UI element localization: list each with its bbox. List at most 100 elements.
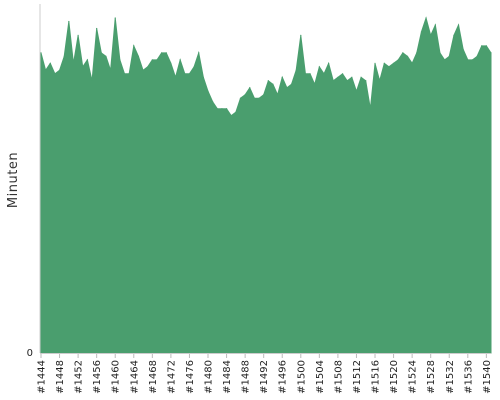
data-point — [444, 59, 446, 61]
data-point — [114, 17, 116, 19]
data-point — [355, 90, 358, 92]
data-point — [179, 59, 181, 61]
data-point — [207, 90, 209, 92]
data-point — [119, 59, 121, 61]
x-tick-label: #1444 — [37, 360, 48, 394]
data-point — [277, 94, 279, 96]
data-point — [105, 55, 107, 57]
data-point — [323, 73, 325, 75]
data-point — [309, 73, 311, 75]
data-point — [165, 52, 167, 54]
data-point — [397, 59, 399, 61]
x-tick-label: #1464 — [129, 360, 140, 394]
data-point — [123, 73, 126, 75]
plot-area — [40, 16, 492, 354]
data-point — [170, 62, 172, 64]
data-point — [198, 52, 200, 54]
x-tick-label: #1488 — [241, 360, 252, 394]
x-tick-label: #1500 — [296, 360, 307, 394]
data-point — [184, 73, 186, 75]
data-point — [272, 83, 274, 85]
data-point — [225, 108, 228, 110]
data-point — [188, 73, 191, 75]
x-tick-label: #1456 — [92, 360, 103, 394]
x-tick-label: #1508 — [333, 360, 344, 394]
x-tick-label: #1460 — [111, 360, 122, 394]
data-point — [314, 83, 316, 85]
data-point — [221, 108, 223, 110]
x-axis-ticks: #1444 #1448 #1452 #1456 #1460 #1464 #1468 #1472… — [37, 354, 493, 394]
x-tick-label: #1512 — [352, 360, 363, 394]
data-point — [300, 34, 302, 37]
data-point — [286, 87, 288, 89]
data-point — [96, 27, 98, 30]
data-point — [383, 62, 385, 64]
y-tick-label: 0 — [27, 348, 33, 359]
data-point — [448, 55, 450, 57]
data-point — [318, 66, 320, 68]
x-tick-label: #1452 — [74, 360, 85, 394]
data-point — [476, 55, 478, 57]
data-point — [249, 87, 251, 89]
data-point — [337, 76, 339, 78]
data-point — [341, 73, 344, 75]
data-point — [128, 73, 130, 75]
data-point — [379, 80, 381, 82]
data-point — [133, 45, 135, 47]
data-point — [420, 31, 423, 33]
x-tick-label: #1472 — [166, 360, 177, 394]
data-point — [45, 69, 47, 71]
data-point — [147, 66, 149, 68]
data-point — [72, 62, 75, 64]
data-point — [100, 52, 102, 54]
data-point — [406, 55, 409, 57]
series-area — [40, 16, 492, 354]
data-point — [174, 76, 177, 78]
data-point — [63, 55, 65, 57]
data-point — [258, 97, 260, 99]
data-point — [471, 59, 474, 61]
data-point — [346, 80, 348, 82]
y-axis-title: Minuten — [6, 152, 21, 208]
data-point — [332, 80, 334, 82]
data-point — [328, 62, 330, 64]
data-point — [351, 76, 353, 78]
x-tick-label: #1528 — [426, 360, 437, 394]
data-point — [388, 66, 390, 68]
x-tick-label: #1484 — [222, 360, 233, 394]
data-point — [137, 55, 140, 57]
data-point — [402, 52, 404, 54]
data-point — [68, 20, 70, 23]
y-axis-ticks: 0 — [27, 348, 33, 359]
data-point — [304, 73, 307, 75]
data-point — [40, 52, 42, 54]
data-point — [49, 62, 51, 64]
data-point — [490, 52, 492, 54]
data-point — [392, 62, 395, 64]
data-point — [235, 111, 237, 113]
data-point — [161, 52, 163, 54]
x-tick-label: #1524 — [408, 360, 419, 394]
x-tick-label: #1504 — [315, 360, 326, 394]
data-point — [411, 62, 413, 64]
data-point — [481, 45, 483, 47]
data-point — [253, 97, 255, 99]
data-point — [109, 69, 112, 71]
data-point — [416, 52, 418, 54]
data-point — [151, 59, 153, 61]
data-point — [230, 115, 232, 117]
data-point — [295, 69, 297, 71]
x-tick-label: #1496 — [278, 360, 289, 394]
data-point — [212, 101, 214, 103]
x-tick-label: #1520 — [389, 360, 400, 394]
data-point — [457, 24, 460, 26]
x-tick-label: #1480 — [204, 360, 215, 394]
x-tick-label: #1476 — [185, 360, 196, 394]
x-tick-label: #1468 — [148, 360, 159, 394]
data-point — [467, 59, 469, 61]
data-point — [290, 83, 293, 85]
data-point — [430, 34, 432, 37]
data-point — [82, 66, 84, 68]
